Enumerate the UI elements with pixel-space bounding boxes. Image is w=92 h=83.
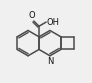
Text: O: O: [29, 11, 36, 20]
Text: N: N: [47, 57, 53, 66]
Text: OH: OH: [47, 18, 60, 27]
